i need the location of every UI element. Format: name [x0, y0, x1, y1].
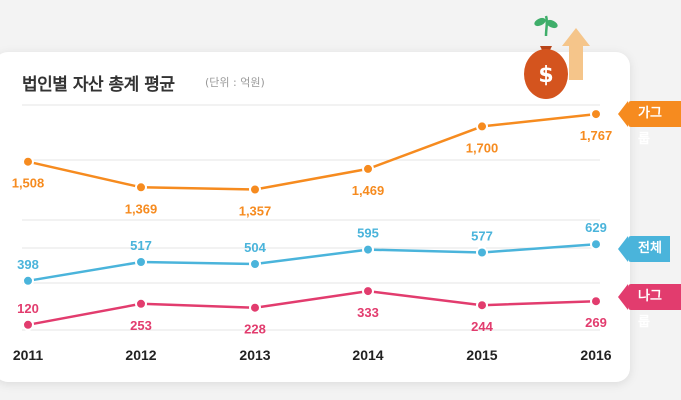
- data-label: 1,357: [239, 204, 272, 219]
- data-label: 228: [244, 322, 266, 337]
- data-point: [22, 318, 34, 331]
- data-point: [362, 162, 374, 175]
- data-label: 1,369: [125, 201, 158, 216]
- legend-tag: 가그룹: [618, 101, 681, 147]
- data-label: 1,767: [580, 128, 613, 143]
- x-tick-label: 2012: [125, 347, 156, 363]
- x-tick-label: 2014: [352, 347, 383, 363]
- x-tick-label: 2011: [13, 347, 44, 363]
- x-tick-label: 2016: [580, 347, 611, 363]
- legend-tag: 전체: [618, 236, 670, 262]
- data-point: [249, 301, 261, 314]
- data-label: 577: [471, 229, 493, 244]
- x-tick-label: 2013: [239, 347, 270, 363]
- data-point: [249, 258, 261, 270]
- data-label: 1,508: [12, 176, 45, 191]
- data-point: [135, 256, 147, 268]
- data-label: 517: [130, 238, 152, 253]
- data-point: [590, 238, 602, 251]
- data-label: 333: [357, 305, 379, 320]
- data-point: [476, 299, 488, 312]
- x-tick-label: 2015: [466, 347, 497, 363]
- data-point: [22, 274, 34, 287]
- chart-unit: (단위 : 억원): [205, 76, 265, 89]
- data-label: 629: [585, 220, 607, 235]
- data-point: [362, 285, 374, 298]
- svg-text:$: $: [538, 63, 553, 88]
- data-label: 244: [471, 319, 493, 334]
- data-point: [249, 183, 261, 196]
- chart-card: [0, 52, 630, 382]
- data-point: [362, 243, 374, 256]
- data-point: [476, 246, 488, 259]
- series-line: [27, 242, 597, 283]
- data-label: 504: [244, 240, 266, 255]
- data-point: [135, 297, 147, 310]
- series-line: [27, 289, 597, 327]
- legend-tag: 나그룹: [618, 284, 681, 330]
- data-label: 1,700: [466, 140, 499, 155]
- money-bag-growth-icon: $: [524, 15, 590, 99]
- data-point: [476, 120, 488, 133]
- data-label: 595: [357, 226, 379, 241]
- series-line: [27, 112, 597, 191]
- data-label: 253: [130, 318, 152, 333]
- data-point: [590, 108, 602, 121]
- data-point: [22, 155, 34, 168]
- data-point: [135, 181, 147, 194]
- chart-title: 법인별 자산 총계 평균: [22, 75, 175, 95]
- data-point: [590, 295, 602, 308]
- data-label: 120: [17, 301, 39, 316]
- data-label: 398: [17, 257, 39, 272]
- data-label: 1,469: [352, 183, 385, 198]
- data-label: 269: [585, 315, 607, 330]
